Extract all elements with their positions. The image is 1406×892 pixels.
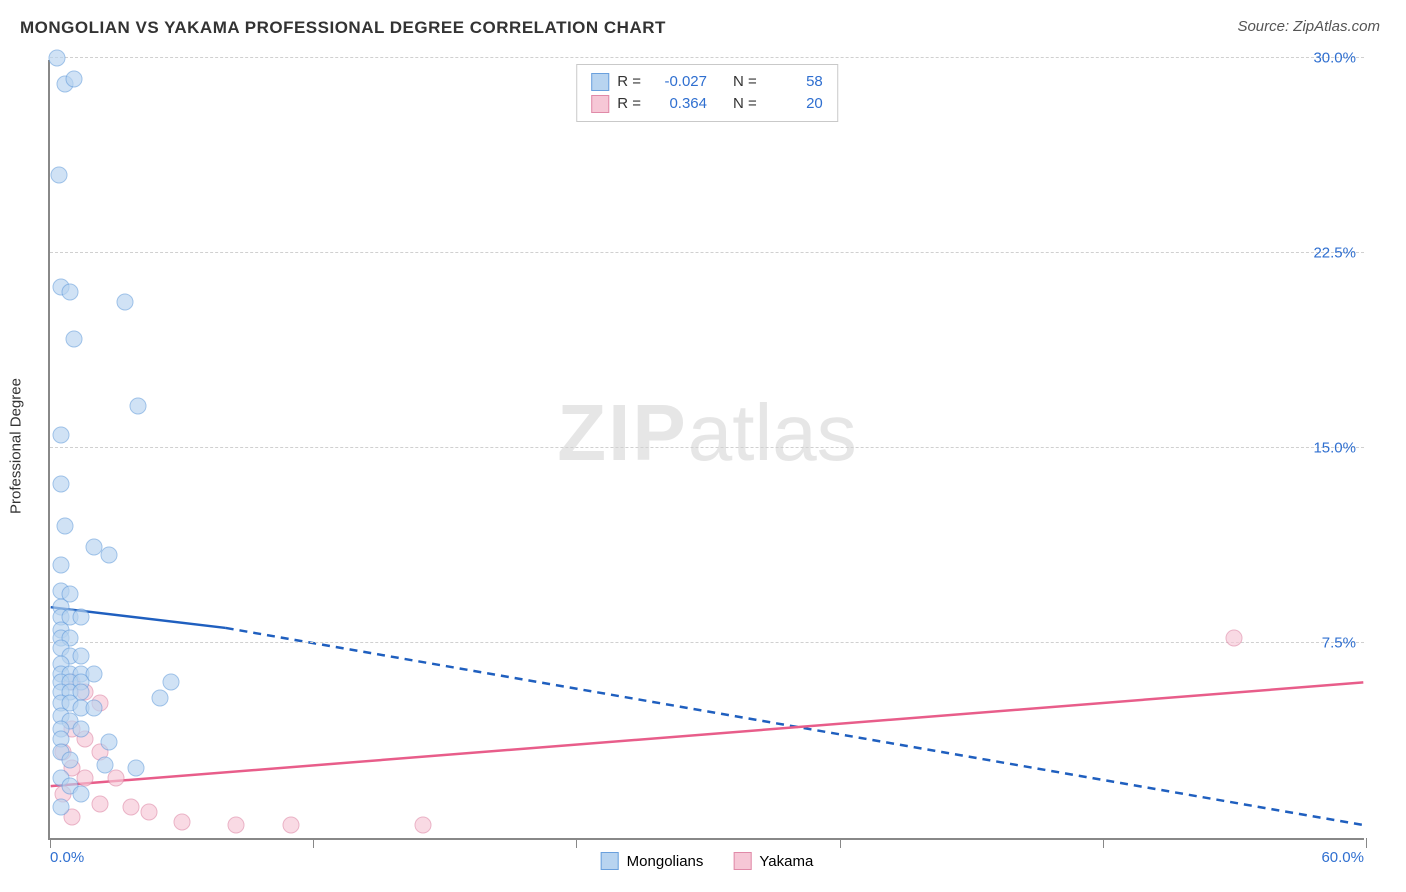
swatch-yakama [591,95,609,113]
stat-n-label-2: N = [733,93,757,115]
data-point-mongolians [72,785,89,802]
data-point-mongolians [61,752,78,769]
data-point-mongolians [127,759,144,776]
legend-item-yakama: Yakama [733,852,813,870]
data-point-mongolians [57,518,74,535]
data-point-yakama [228,817,245,834]
data-point-mongolians [61,284,78,301]
x-tick [313,838,314,848]
stats-row-yakama: R = 0.364 N = 20 [591,93,823,115]
regression-line [226,628,1364,825]
legend-bottom: Mongolians Yakama [601,852,814,870]
data-point-yakama [123,798,140,815]
legend-label-mongolians: Mongolians [627,853,704,870]
watermark-zip: ZIP [557,388,687,477]
data-point-mongolians [66,330,83,347]
data-point-mongolians [52,476,69,493]
data-point-mongolians [116,294,133,311]
data-point-mongolians [50,167,67,184]
y-axis-label: Professional Degree [8,378,25,514]
legend-label-yakama: Yakama [759,853,813,870]
data-point-yakama [92,796,109,813]
swatch-mongolians [591,73,609,91]
data-point-mongolians [48,50,65,67]
chart-container: MONGOLIAN VS YAKAMA PROFESSIONAL DEGREE … [0,0,1406,892]
x-tick [576,838,577,848]
source-attribution: Source: ZipAtlas.com [1237,18,1380,35]
regression-line [51,682,1364,786]
data-point-mongolians [85,700,102,717]
watermark: ZIPatlas [557,387,856,479]
data-point-mongolians [151,689,168,706]
data-point-mongolians [96,757,113,774]
data-point-mongolians [101,733,118,750]
data-point-yakama [173,814,190,831]
gridline [50,447,1364,448]
data-point-mongolians [52,798,69,815]
plot-area: ZIPatlas R = -0.027 N = 58 R = 0.364 N =… [48,60,1364,840]
y-tick-label: 30.0% [1313,50,1356,67]
legend-swatch-mongolians [601,852,619,870]
regression-lines-svg [50,60,1364,838]
y-tick-label: 15.0% [1313,440,1356,457]
data-point-yakama [77,770,94,787]
watermark-atlas: atlas [688,388,857,477]
gridline [50,252,1364,253]
data-point-mongolians [72,720,89,737]
gridline [50,57,1364,58]
y-tick-label: 22.5% [1313,245,1356,262]
stats-row-mongolians: R = -0.027 N = 58 [591,71,823,93]
stat-r-yakama: 0.364 [649,93,707,115]
chart-title: MONGOLIAN VS YAKAMA PROFESSIONAL DEGREE … [20,18,666,38]
data-point-mongolians [72,648,89,665]
stat-n-label: N = [733,71,757,93]
data-point-mongolians [162,674,179,691]
stat-n-mongolians: 58 [765,71,823,93]
y-tick-label: 7.5% [1322,635,1356,652]
data-point-mongolians [129,398,146,415]
x-tick [840,838,841,848]
data-point-mongolians [101,546,118,563]
stat-r-mongolians: -0.027 [649,71,707,93]
data-point-mongolians [66,70,83,87]
stats-legend-box: R = -0.027 N = 58 R = 0.364 N = 20 [576,64,838,122]
data-point-yakama [107,770,124,787]
legend-swatch-yakama [733,852,751,870]
x-tick [1366,838,1367,848]
stat-r-label-2: R = [617,93,641,115]
x-tick [1103,838,1104,848]
data-point-yakama [414,817,431,834]
x-tick [50,838,51,848]
data-point-mongolians [52,557,69,574]
data-point-yakama [283,817,300,834]
stat-r-label: R = [617,71,641,93]
x-tick-label: 0.0% [50,849,84,866]
legend-item-mongolians: Mongolians [601,852,704,870]
x-tick-label: 60.0% [1321,849,1364,866]
data-point-yakama [140,804,157,821]
data-point-yakama [1226,629,1243,646]
data-point-mongolians [72,609,89,626]
stat-n-yakama: 20 [765,93,823,115]
gridline [50,642,1364,643]
data-point-mongolians [52,427,69,444]
